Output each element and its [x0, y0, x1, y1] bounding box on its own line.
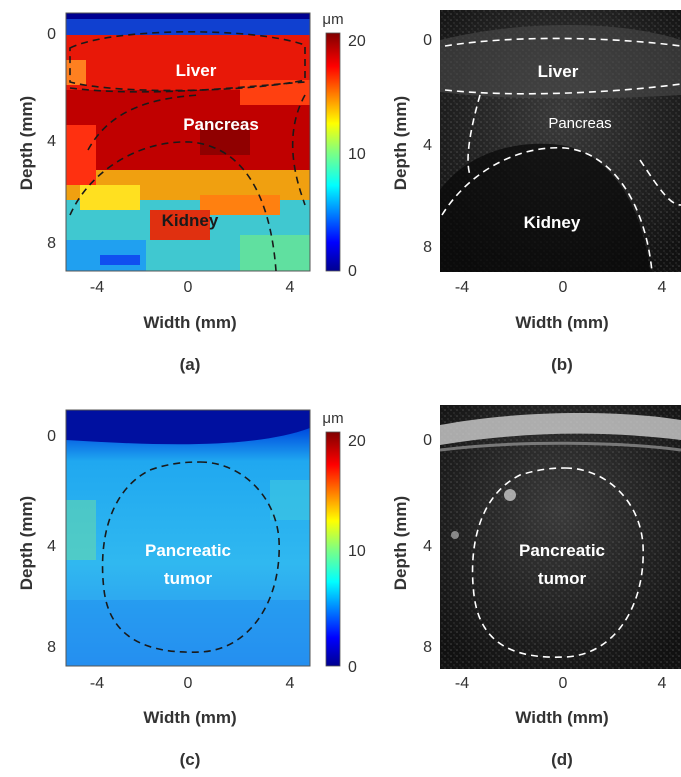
- panel-d: Pancreatic tumor 0 4 8 -4 0 4 Width (mm)…: [391, 405, 681, 769]
- pancreas-outline: [69, 81, 306, 206]
- xtick: 4: [658, 279, 667, 296]
- xtick: 0: [184, 279, 193, 296]
- label-kidney: Kidney: [162, 211, 219, 230]
- ytick: 8: [47, 639, 56, 656]
- colorbar-tick: 20: [348, 33, 366, 50]
- ytick: 4: [423, 137, 432, 154]
- colorbar-unit: μm: [322, 11, 343, 28]
- xtick: 4: [286, 279, 295, 296]
- kidney-outline: [69, 141, 277, 272]
- panel-a: Liver Pancreas Kidney 0 4 8 -4 0 4 Width…: [17, 11, 366, 374]
- xtick: -4: [90, 675, 104, 692]
- colorbar-tick: 10: [348, 146, 366, 163]
- ytick: 0: [47, 26, 56, 43]
- label-tumor-line2: tumor: [538, 569, 587, 588]
- colorbar-unit: μm: [322, 410, 343, 427]
- xtick: 4: [286, 675, 295, 692]
- tumor-outline-d: [471, 467, 644, 658]
- panel-label-b: (b): [551, 355, 573, 374]
- x-axis-label: Width (mm): [515, 313, 608, 332]
- label-tumor-line2: tumor: [164, 569, 213, 588]
- panel-a-heatmap: [66, 13, 310, 271]
- xtick: -4: [455, 675, 469, 692]
- panel-label-d: (d): [551, 750, 573, 769]
- panel-label-a: (a): [180, 355, 201, 374]
- label-kidney: Kidney: [524, 213, 581, 232]
- pancreas-outline-b: [467, 94, 681, 206]
- x-axis-label: Width (mm): [143, 313, 236, 332]
- ytick: 4: [47, 133, 56, 150]
- ytick: 8: [47, 235, 56, 252]
- panel-label-c: (c): [180, 750, 201, 769]
- ytick: 8: [423, 639, 432, 656]
- colorbar-tick: 0: [348, 263, 357, 280]
- label-tumor-line1: Pancreatic: [145, 541, 231, 560]
- xtick: -4: [90, 279, 104, 296]
- label-liver: Liver: [176, 61, 217, 80]
- kidney-outline-b: [441, 147, 653, 273]
- ytick: 4: [47, 538, 56, 555]
- colorbar-a: [325, 32, 341, 272]
- label-pancreas: Pancreas: [183, 115, 259, 134]
- ytick: 0: [423, 32, 432, 49]
- liver-outline-b: [444, 83, 681, 95]
- panel-c-heatmap: [66, 410, 310, 666]
- y-axis-label: Depth (mm): [17, 96, 36, 190]
- colorbar-c: [325, 431, 341, 667]
- label-tumor-line1: Pancreatic: [519, 541, 605, 560]
- panel-b: Liver Pancreas Kidney 0 4 8 -4 0 4 Width…: [391, 10, 681, 374]
- y-axis-label: Depth (mm): [391, 96, 410, 190]
- xtick: 0: [559, 675, 568, 692]
- ytick: 4: [423, 538, 432, 555]
- colorbar-tick: 10: [348, 543, 366, 560]
- colorbar-tick: 20: [348, 433, 366, 450]
- xtick: 4: [658, 675, 667, 692]
- ytick: 8: [423, 239, 432, 256]
- y-axis-label: Depth (mm): [17, 496, 36, 590]
- ytick: 0: [423, 432, 432, 449]
- ytick: 0: [47, 428, 56, 445]
- x-axis-label: Width (mm): [143, 708, 236, 727]
- colorbar-tick: 0: [348, 659, 357, 676]
- label-liver: Liver: [538, 62, 579, 81]
- panel-c: Pancreatic tumor 0 4 8 -4 0 4 Width (mm)…: [17, 409, 366, 769]
- tumor-outline: [101, 461, 280, 653]
- xtick: -4: [455, 279, 469, 296]
- xtick: 0: [559, 279, 568, 296]
- xtick: 0: [184, 675, 193, 692]
- y-axis-label: Depth (mm): [391, 496, 410, 590]
- x-axis-label: Width (mm): [515, 708, 608, 727]
- label-pancreas: Pancreas: [548, 115, 611, 132]
